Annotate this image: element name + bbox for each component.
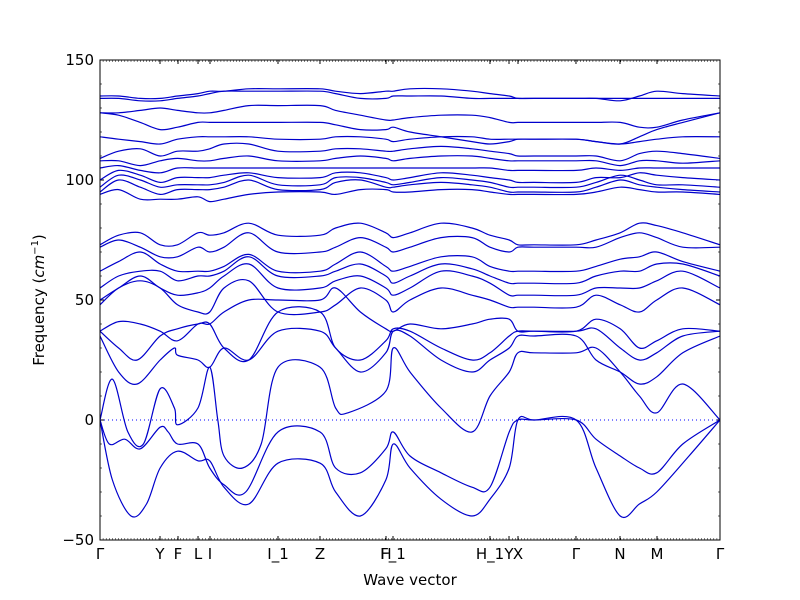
x-tick-label: Γ [572, 545, 581, 563]
series-layer [100, 87, 720, 518]
y-tick-label: −50 [62, 531, 94, 549]
band-line-22 [100, 104, 720, 129]
band-line-15 [100, 174, 720, 189]
band-line-23 [100, 90, 720, 102]
x-tick-label: Y [154, 545, 165, 563]
y-tick-label: 100 [65, 171, 94, 189]
plot-frame [99, 59, 721, 541]
band-line-21 [100, 112, 720, 145]
band-line-6 [100, 287, 720, 349]
x-tick-label: F_1 [380, 545, 406, 564]
band-line-2 [100, 417, 720, 496]
band-line-19 [100, 142, 720, 162]
y-tick-label: 150 [65, 51, 94, 69]
x-tick-label: Y [503, 545, 514, 563]
y-axis-label-text: Frequency [30, 288, 48, 366]
band-line-4 [100, 327, 720, 385]
x-tick-label: Γ [96, 545, 105, 563]
y-tick-label: 50 [75, 291, 94, 309]
band-line-18 [100, 155, 720, 167]
x-axis-label: Wave vector [363, 571, 457, 589]
band-line-8 [100, 263, 720, 301]
y-tick-label: 0 [84, 411, 94, 429]
x-tick-label: X [513, 545, 523, 563]
band-line-16 [100, 169, 720, 184]
x-tick-label: Z [315, 545, 325, 563]
band-line-3 [100, 346, 720, 469]
x-tick-label: H_1 [476, 545, 504, 564]
x-tick-label: H [380, 545, 391, 563]
band-line-1 [100, 415, 720, 518]
band-line-12 [100, 222, 720, 247]
x-tick-label: I_1 [267, 545, 288, 564]
y-axis-label: Frequency (cm−1) [30, 234, 48, 366]
y-axis-label-unit: cm [30, 255, 48, 278]
band-line-10 [100, 251, 720, 274]
x-tick-label: L [194, 545, 203, 563]
y-axis-label-unit-open: ( [30, 278, 48, 289]
band-line-7 [100, 278, 720, 316]
x-tick-label: M [651, 545, 664, 563]
band-line-11 [100, 232, 720, 259]
y-axis-label-unit-close: ) [30, 234, 48, 240]
band-line-24 [100, 87, 720, 102]
x-tick-label: I [208, 545, 212, 563]
y-axis-label-unit-exponent: −1 [30, 240, 41, 255]
x-tick-label: Γ [716, 545, 725, 563]
x-tick-label: F [174, 545, 183, 563]
band-line-14 [100, 179, 720, 196]
band-line-5 [100, 306, 720, 363]
band-line-9 [100, 256, 720, 289]
band-line-13 [100, 186, 720, 203]
x-tick-label: N [614, 545, 625, 563]
band-line-17 [100, 164, 720, 174]
